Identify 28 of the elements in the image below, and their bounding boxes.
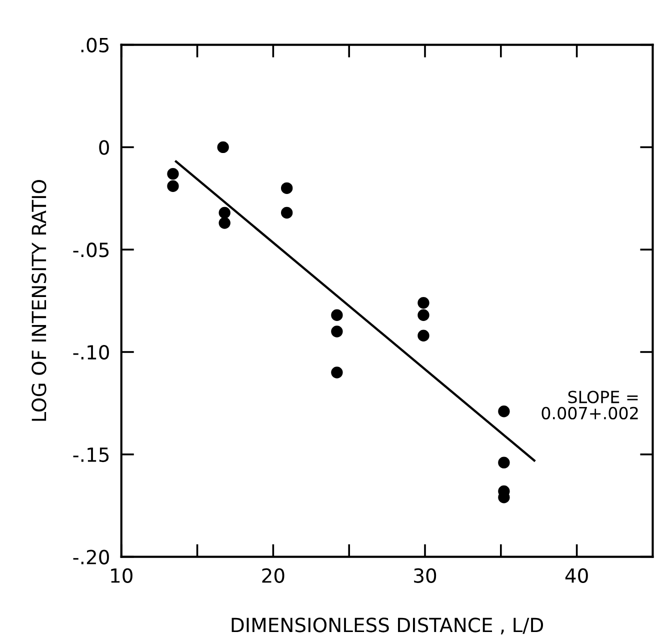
point xyxy=(498,406,510,418)
x-tick-label: 10 xyxy=(111,568,132,583)
point xyxy=(418,297,430,309)
point xyxy=(218,206,230,219)
point xyxy=(418,309,430,321)
y-tick-label: -.10 xyxy=(73,344,109,360)
point xyxy=(331,326,343,338)
point xyxy=(167,168,179,180)
point xyxy=(331,309,343,321)
point xyxy=(167,180,179,192)
x-tick-label: 40 xyxy=(565,568,588,583)
point xyxy=(280,206,293,219)
point xyxy=(418,330,430,342)
annotation: SLOPE = 0.007+.002 xyxy=(542,390,638,420)
point xyxy=(331,366,343,378)
y-tick-label: .05 xyxy=(81,38,109,52)
x-axis-title: DIMENSIONLESS DISTANCE , L/D xyxy=(232,618,544,634)
y-tick-label: -.20 xyxy=(73,550,109,564)
x-tick-label: 20 xyxy=(262,568,284,583)
point xyxy=(218,217,230,229)
y-tick-label: -.05 xyxy=(73,242,109,258)
y-tick-label: 0 xyxy=(99,140,109,155)
y-tick-label: -.15 xyxy=(73,448,109,462)
point xyxy=(217,141,229,154)
y-axis-title: LOG OF INTENSITY RATIO xyxy=(32,180,46,421)
x-tick-label: 30 xyxy=(414,568,436,583)
point xyxy=(280,182,293,194)
point xyxy=(498,456,510,468)
